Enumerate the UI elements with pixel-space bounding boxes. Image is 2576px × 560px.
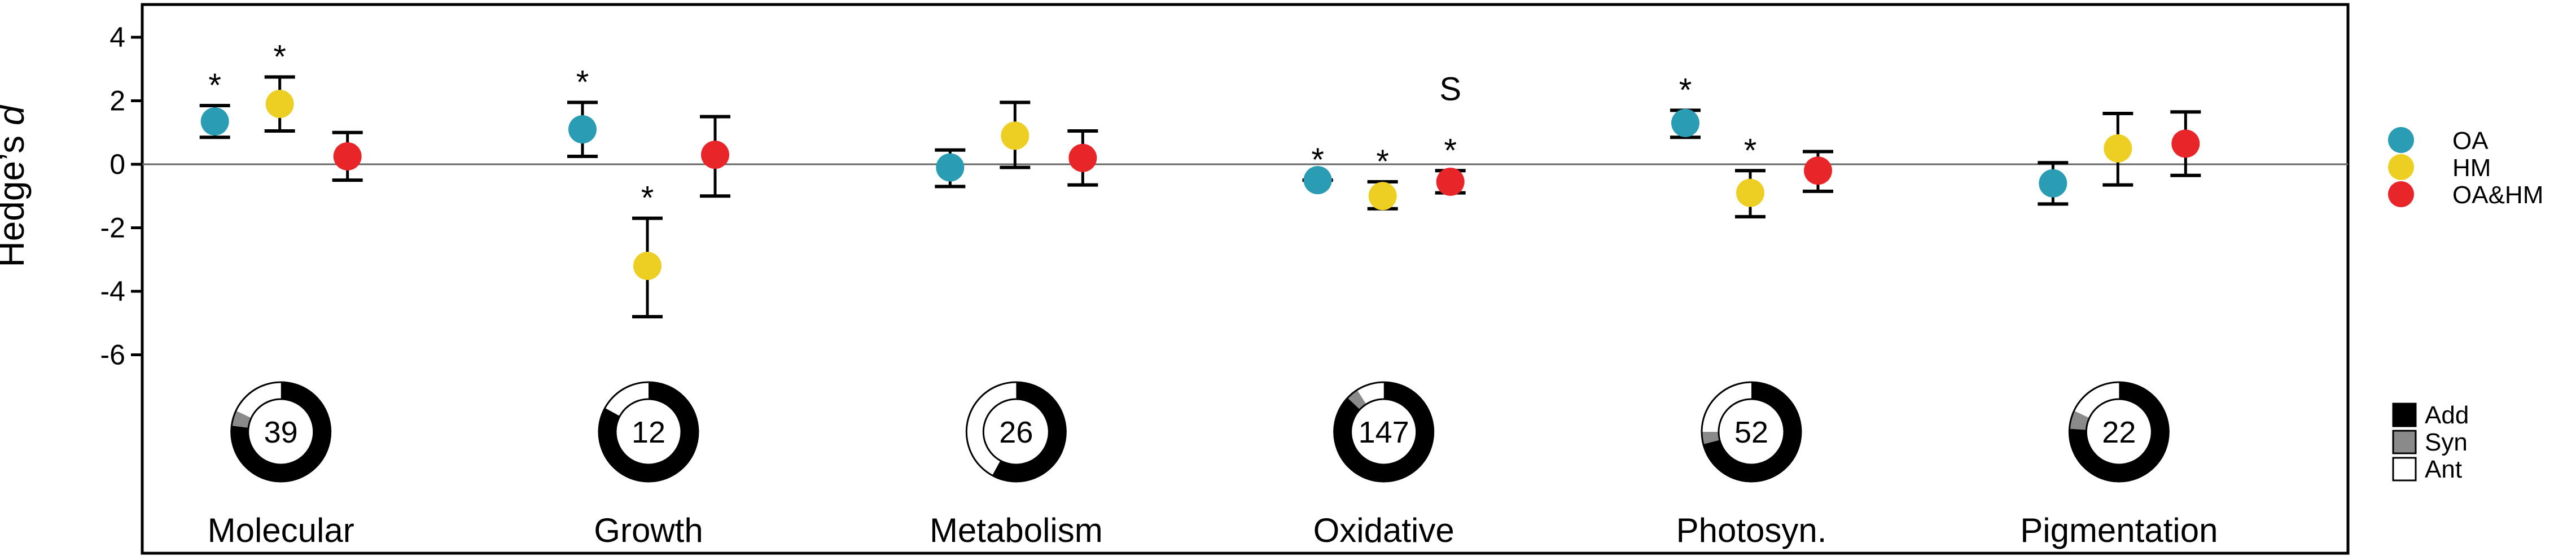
donut-photosyn-add — [1703, 382, 1801, 482]
donut-growth-outline-inner — [615, 398, 682, 466]
donut-count-metabolism: 26 — [999, 415, 1033, 449]
legend-label-hm: HM — [2452, 154, 2491, 182]
significance-label-1: * — [273, 38, 286, 75]
significance-label-3: * — [641, 180, 654, 217]
donut-metabolism-outline-outer — [965, 381, 1067, 483]
category-label-molecular: Molecular — [208, 511, 354, 549]
y-axis-label-main: Hedge’s — [0, 125, 32, 267]
donut-molecular-ant — [236, 382, 281, 418]
donut-oxidative-add — [1334, 382, 1434, 482]
donut-metabolism-add — [992, 382, 1066, 482]
point-oa-hm-pigmentation — [2171, 129, 2200, 158]
points-layer — [200, 90, 2200, 280]
donut-count-oxidative: 147 — [1359, 415, 1409, 449]
donut-pigmentation-outline-inner — [2085, 398, 2153, 466]
legend-swatch-add — [2392, 403, 2417, 427]
legend-label-syn: Syn — [2425, 428, 2468, 456]
point-oa-oxidative — [1303, 166, 1332, 195]
legend-swatch-syn — [2392, 430, 2417, 454]
legend-label-add: Add — [2425, 401, 2469, 429]
donut-count-growth: 12 — [632, 415, 665, 449]
donut-growth-ant — [604, 382, 649, 417]
y-tick-label-2: 0 — [109, 148, 125, 180]
significance-label-8: * — [1679, 72, 1692, 108]
donut-photosyn-ant — [1702, 382, 1751, 432]
category-label-layer: Molecular Growth Metabolism Oxidative Photos… — [208, 511, 2218, 549]
point-oa-hm-metabolism — [1068, 143, 1097, 172]
point-hm-molecular — [265, 90, 294, 119]
point-oa-metabolism — [936, 153, 965, 182]
donut-count-photosyn: 52 — [1734, 415, 1768, 449]
y-tick-label-0: 4 — [109, 21, 125, 53]
donut-photosyn-outline-outer — [1701, 381, 1802, 483]
legend-marker-oa — [2388, 127, 2414, 153]
significance-label-4: * — [1311, 142, 1324, 178]
point-hm-growth — [633, 252, 661, 280]
category-label-oxidative: Oxidative — [1313, 511, 1455, 549]
donut-metabolism-ant — [966, 382, 1017, 476]
point-oa-pigmentation — [2039, 169, 2067, 198]
significance-label-9: * — [1744, 132, 1757, 169]
category-label-growth: Growth — [594, 511, 703, 549]
donut-molecular-outline-outer — [230, 381, 332, 483]
donut-pigmentation-outline-outer — [2068, 381, 2170, 483]
y-tick-label-3: -2 — [100, 212, 125, 244]
legend-swatch-ant — [2392, 457, 2417, 482]
donut-photosyn-syn — [1702, 432, 1720, 444]
point-hm-photosyn — [1736, 178, 1764, 207]
donut-molecular-add — [231, 382, 331, 482]
legend-marker-hm — [2388, 154, 2414, 180]
donut-oxidative-syn — [1347, 390, 1366, 410]
y-axis-label: Hedge’s d — [0, 104, 32, 267]
point-oa-hm-molecular — [333, 142, 362, 170]
donut-count-molecular: 39 — [264, 415, 298, 449]
donut-growth-add — [599, 382, 699, 482]
point-oa-hm-oxidative — [1436, 167, 1465, 196]
significance-label-7: S — [1439, 71, 1461, 107]
donut-oxidative-ant — [1357, 382, 1384, 405]
y-tick-label-1: 2 — [109, 85, 125, 117]
category-label-pigmentation: Pigmentation — [2020, 511, 2218, 549]
donut-oxidative-outline-outer — [1333, 381, 1435, 483]
point-oa-hm-photosyn — [1804, 156, 1832, 185]
donut-oxidative-outline-inner — [1350, 398, 1418, 466]
axes-layer: 4 2 0 -2 -4 -6 — [100, 3, 2350, 555]
point-oa-molecular — [200, 107, 229, 136]
legend-label-oa-hm: OA&HM — [2452, 181, 2543, 209]
donut-molecular-syn — [231, 410, 252, 428]
significance-label-6: * — [1444, 132, 1457, 169]
legend-label-oa: OA — [2452, 127, 2489, 155]
donut-growth-outline-outer — [598, 381, 699, 483]
donut-pigmentation-ant — [2074, 382, 2119, 418]
point-oa-hm-growth — [701, 141, 729, 169]
y-tick-label-5: -6 — [100, 339, 125, 371]
significance-label-5: * — [1376, 143, 1389, 180]
donut-photosyn-outline-inner — [1718, 398, 1785, 466]
y-axis-label-italic: d — [0, 104, 32, 125]
legend-marker-oa-hm — [2388, 181, 2414, 207]
point-oa-photosyn — [1671, 108, 1699, 137]
y-tick-label-4: -4 — [100, 275, 125, 307]
donut-metabolism-outline-inner — [982, 398, 1050, 466]
legend-label-ant: Ant — [2425, 456, 2462, 483]
significance-layer: * * * * * * * S * * — [208, 38, 1756, 216]
category-label-metabolism: Metabolism — [930, 511, 1103, 549]
category-label-photosyn: Photosyn. — [1676, 511, 1827, 549]
donut-molecular-outline-inner — [247, 398, 315, 466]
donut-pigmentation-syn — [2069, 410, 2089, 430]
point-hm-oxidative — [1368, 182, 1397, 211]
significance-label-0: * — [208, 67, 221, 104]
donut-count-pigmentation: 22 — [2102, 415, 2136, 449]
point-hm-metabolism — [1001, 121, 1029, 150]
significance-label-2: * — [576, 64, 589, 100]
plot-frame — [141, 3, 2350, 555]
donut-pigmentation-add — [2069, 382, 2169, 482]
donut-layer: 39 12 26 147 52 22 — [230, 381, 2170, 483]
point-hm-pigmentation — [2104, 134, 2132, 163]
point-oa-growth — [568, 115, 597, 144]
error-bars-layer — [199, 75, 2201, 318]
